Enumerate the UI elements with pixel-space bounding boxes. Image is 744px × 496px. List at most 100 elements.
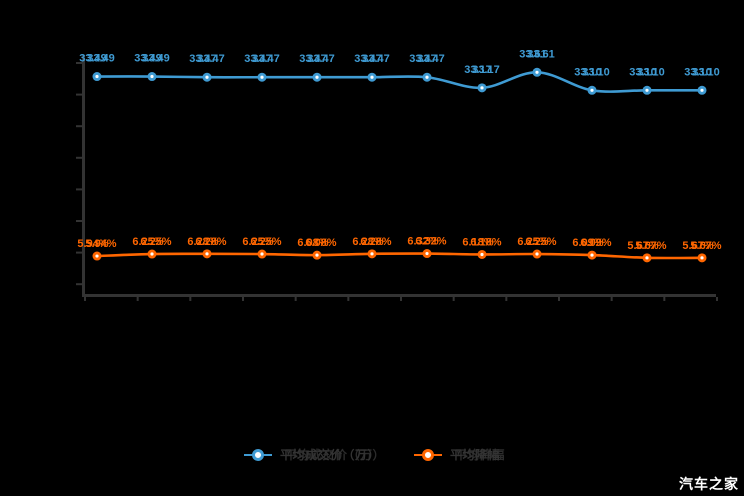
x-axis-tick <box>84 297 86 301</box>
data-point-label: 6.25% <box>517 236 548 248</box>
legend-item-avg-price: 平均成交价（万） <box>243 446 380 463</box>
data-point-label: 33.10 <box>637 66 665 78</box>
data-point-marker-center <box>645 88 649 92</box>
data-point-marker-center <box>590 253 594 257</box>
data-point-marker-center <box>95 74 99 79</box>
data-point-label: 33.47 <box>252 53 280 65</box>
x-axis-tick <box>610 297 613 301</box>
series-line <box>96 70 702 93</box>
y-axis-tick <box>76 62 82 64</box>
data-point-label: 6.28% <box>360 236 391 248</box>
legend-marker-orange-icon <box>414 448 442 461</box>
y-axis-tick <box>76 156 82 159</box>
data-point-marker-center <box>260 252 264 256</box>
data-point-label: 33.61 <box>527 48 555 60</box>
x-axis-tick <box>347 297 350 301</box>
data-point-label: 6.09% <box>580 237 611 249</box>
data-point-label: 5.94% <box>85 238 116 250</box>
data-point-label: 6.08% <box>297 237 328 249</box>
data-point-label: 33.47 <box>189 53 217 65</box>
data-point-marker-center <box>480 86 484 90</box>
legend-marker-blue-icon <box>243 448 272 461</box>
x-axis-tick <box>294 297 297 301</box>
data-point-label: 33.17 <box>464 64 492 76</box>
legend-label-avg-discount: 平均降幅 <box>450 448 501 462</box>
data-point-label: 6.25% <box>525 236 556 248</box>
data-point-label: 6.18% <box>462 236 493 248</box>
data-point-label: 33.47 <box>299 53 327 65</box>
y-axis-tick <box>76 188 82 191</box>
data-point-marker-center <box>315 253 319 257</box>
data-point-label: 33.47 <box>307 53 335 65</box>
y-axis <box>82 55 85 297</box>
data-point-marker-center <box>150 74 154 79</box>
data-point-label: 33.49 <box>79 53 107 65</box>
data-point-label: 33.47 <box>197 53 225 65</box>
data-point-marker-center <box>205 252 209 256</box>
data-point-label: 33.47 <box>409 53 437 65</box>
x-axis-tick <box>716 297 718 301</box>
x-axis <box>84 294 716 297</box>
x-axis-tick <box>663 297 666 301</box>
data-point-label: 5.67% <box>627 240 658 252</box>
data-point-marker-center <box>535 70 539 74</box>
data-point-label: 5.67% <box>690 240 721 252</box>
legend-label-avg-price: 平均成交价（万） <box>279 448 380 462</box>
data-point-marker-center <box>700 88 704 92</box>
data-point-marker-center <box>425 251 429 256</box>
legend-item-avg-discount: 平均降幅 <box>414 446 500 463</box>
data-point-label: 33.49 <box>87 53 115 65</box>
data-point-label: 33.17 <box>472 64 500 76</box>
data-point-label: 6.32% <box>415 236 446 248</box>
data-point-label: 6.08% <box>305 237 336 249</box>
data-point-marker-center <box>645 256 649 260</box>
x-axis-tick <box>505 297 508 301</box>
series-avg-discount: 5.94%5.94% 6.25%6.25% 6.28%6.28% 6.25%6.25%… <box>77 236 722 263</box>
data-point-label: 33.61 <box>519 48 547 60</box>
data-point-label: 6.25% <box>132 236 163 248</box>
data-point-label: 6.25% <box>140 236 171 248</box>
legend: 平均成交价（万） 平均降幅 <box>0 446 744 463</box>
data-point-label: 6.25% <box>242 236 273 248</box>
data-point-label: 33.49 <box>142 53 170 65</box>
data-point-label: 33.10 <box>582 66 610 78</box>
data-point-marker-center <box>535 252 539 256</box>
data-point-marker-center <box>370 75 374 79</box>
data-point-marker-center <box>95 254 99 258</box>
x-axis-tick <box>136 297 139 301</box>
y-axis-tick <box>76 220 82 222</box>
data-point-label: 6.28% <box>187 236 218 248</box>
x-axis-tick <box>452 297 455 301</box>
data-point-label: 33.10 <box>574 66 602 78</box>
data-point-marker-center <box>260 75 264 79</box>
y-axis-tick <box>76 283 82 286</box>
x-axis-tick <box>242 297 244 301</box>
data-point-marker-center <box>205 75 209 79</box>
data-point-label: 5.67% <box>682 240 713 252</box>
data-point-label: 33.47 <box>354 53 382 65</box>
data-point-label: 6.25% <box>250 236 281 248</box>
data-point-label: 33.10 <box>629 66 657 78</box>
x-axis-tick <box>400 297 402 301</box>
data-point-label: 33.47 <box>362 53 390 65</box>
data-point-marker-center <box>315 75 319 79</box>
x-axis-tick <box>189 297 192 301</box>
data-point-label: 33.10 <box>692 66 720 78</box>
data-point-label: 6.32% <box>407 236 438 248</box>
data-point-label: 6.18% <box>470 236 501 248</box>
series-line <box>96 252 703 260</box>
data-point-label: 33.47 <box>244 53 272 65</box>
watermark-autohome-logo: 汽车之家 <box>679 476 739 492</box>
data-point-label: 5.67% <box>635 240 666 252</box>
data-point-marker-center <box>370 252 374 256</box>
data-point-marker-center <box>425 75 429 79</box>
data-point-label: 33.10 <box>684 66 712 78</box>
data-point-marker-center <box>480 252 484 257</box>
data-point-label: 6.09% <box>572 237 603 249</box>
data-point-label: 6.28% <box>352 236 383 248</box>
data-point-label: 33.49 <box>134 53 162 65</box>
y-axis-tick <box>76 125 82 128</box>
